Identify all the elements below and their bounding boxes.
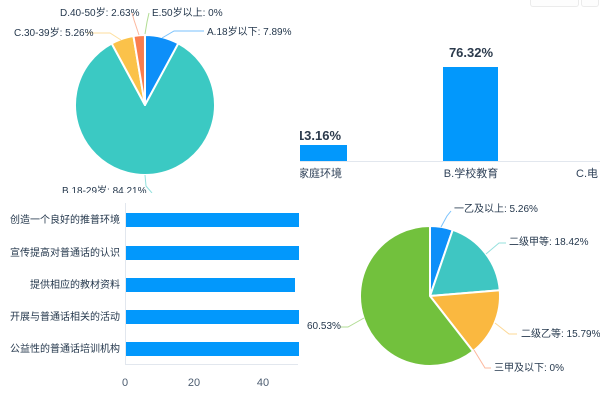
x-tick-20: 20 (187, 377, 201, 389)
level-pie[interactable] (300, 200, 600, 400)
pie-label-a: A.18岁以下: 7.89% (207, 27, 292, 38)
value-label-2: 76.32% (448, 45, 494, 60)
pie-label-green: 60.53% (307, 321, 341, 332)
leader-line (144, 174, 153, 193)
level-pie-chart: 一乙及以上: 5.26% 二级甲等: 18.42% 二级乙等: 15.79% 三… (300, 200, 600, 400)
pie-label-e: E.50岁以上: 0% (152, 8, 223, 19)
bar-awareness[interactable] (126, 246, 299, 260)
toolbar-fragment-small[interactable] (581, 0, 599, 7)
x-tick-0: 0 (121, 377, 129, 389)
category-label-3: C.电 (576, 168, 598, 180)
pie-slice[interactable] (132, 34, 146, 106)
bar-training-org[interactable] (126, 342, 299, 356)
age-pie-leader-lines (87, 12, 204, 193)
age-pie-clip-area: D.40-50岁: 2.63% E.50岁以上: 0% C.30-39岁: 5.… (0, 0, 300, 193)
row-label-4: 开展与普通话相关的活动 (10, 312, 120, 323)
pie-label-d: D.40-50岁: 2.63% (60, 8, 140, 19)
leader-line (87, 32, 122, 41)
bar-activities[interactable] (126, 310, 299, 324)
category-label-2: B.学校教育 (443, 168, 499, 180)
x-axis-line (125, 364, 298, 365)
value-label-1: 13.16% (300, 128, 342, 143)
bar-family-environment[interactable] (300, 145, 347, 161)
bar-school-education[interactable] (443, 67, 498, 161)
suggestions-bar-chart: 创造一个良好的推普环境 宣传提高对普通话的认识 提供相应的教材资料 开展与普通话… (0, 200, 300, 400)
leader-line (485, 242, 506, 255)
row-label-1: 创造一个良好的推普环境 (10, 215, 120, 226)
row-label-5: 公益性的普通话培训机构 (10, 344, 120, 355)
leader-line (161, 30, 204, 39)
leader-line (440, 210, 452, 228)
x-axis-line (300, 161, 600, 162)
x-tick-40: 40 (256, 377, 270, 389)
category-label-1: 家庭环境 (300, 168, 342, 180)
bar-materials[interactable] (126, 278, 295, 292)
bar-environment[interactable] (126, 213, 299, 227)
pie-label-c: C.30-39岁: 5.26% (14, 28, 94, 39)
leader-line (131, 12, 140, 36)
pie-label-eryi: 二级乙等: 15.79% (521, 329, 600, 340)
pie-label-yiyi: 一乙及以上: 5.26% (454, 204, 538, 215)
pie-slice[interactable] (429, 228, 501, 297)
pie-label-b: B.18-29岁: 84.21% (62, 186, 147, 193)
leader-line (473, 349, 491, 369)
level-pie-leader-lines (340, 210, 517, 369)
leader-line (144, 12, 150, 35)
leader-line (494, 322, 517, 335)
influence-bar-chart: 13.16% 76.32% 家庭环境 B.学校教育 C.电 (300, 0, 600, 200)
leader-line (340, 317, 365, 328)
y-axis-line (125, 203, 126, 364)
toolbar-fragment[interactable] (530, 0, 579, 7)
row-label-2: 宣传提高对普通话的认识 (10, 248, 120, 259)
row-label-3: 提供相应的教材资料 (30, 280, 120, 291)
pie-slice[interactable] (429, 289, 501, 353)
pie-label-sanjia: 三甲及以下: 0% (494, 363, 565, 374)
age-pie-chart: D.40-50岁: 2.63% E.50岁以上: 0% C.30-39岁: 5.… (0, 0, 300, 200)
pie-slice[interactable] (359, 225, 475, 367)
pie-label-erjia: 二级甲等: 18.42% (509, 237, 589, 248)
